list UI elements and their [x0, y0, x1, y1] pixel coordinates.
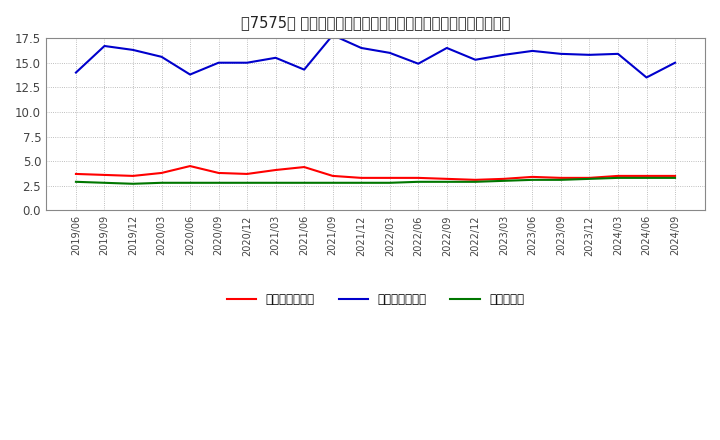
売上債権回転率	[100, 172, 109, 178]
在庫回転率	[414, 179, 423, 184]
売上債権回転率	[671, 173, 680, 179]
売上債権回転率	[528, 174, 536, 180]
買入債務回転率	[243, 60, 251, 66]
売上債権回転率	[642, 173, 651, 179]
売上債権回転率	[585, 175, 594, 180]
買入債務回転率	[328, 33, 337, 38]
在庫回転率	[471, 179, 480, 184]
売上債権回転率	[271, 167, 280, 172]
買入債務回転率	[528, 48, 536, 54]
売上債権回転率	[557, 175, 565, 180]
買入債務回転率	[186, 72, 194, 77]
在庫回転率	[557, 177, 565, 183]
買入債務回転率	[129, 47, 138, 52]
買入債務回転率	[71, 70, 80, 75]
買入債務回転率	[414, 61, 423, 66]
買入債務回転率	[357, 45, 366, 51]
売上債権回転率	[186, 163, 194, 169]
在庫回転率	[71, 179, 80, 184]
売上債権回転率	[443, 176, 451, 182]
在庫回転率	[271, 180, 280, 185]
売上債権回転率	[414, 175, 423, 180]
買入債務回転率	[613, 51, 622, 56]
売上債権回転率	[613, 173, 622, 179]
在庫回転率	[300, 180, 308, 185]
買入債務回転率	[300, 67, 308, 72]
売上債権回転率	[215, 170, 223, 176]
売上債権回転率	[300, 165, 308, 170]
Title: 【7575】 売上債権回転率、買入債務回転率、在庫回転率の推移: 【7575】 売上債権回転率、買入債務回転率、在庫回転率の推移	[240, 15, 510, 30]
買入債務回転率	[500, 52, 508, 58]
買入債務回転率	[642, 75, 651, 80]
Line: 買入債務回転率: 買入債務回転率	[76, 35, 675, 77]
在庫回転率	[443, 179, 451, 184]
買入債務回転率	[385, 50, 394, 55]
売上債権回転率	[500, 176, 508, 182]
在庫回転率	[528, 177, 536, 183]
買入債務回転率	[671, 60, 680, 66]
在庫回転率	[157, 180, 166, 185]
売上債権回転率	[157, 170, 166, 176]
売上債権回転率	[385, 175, 394, 180]
売上債権回転率	[471, 177, 480, 183]
買入債務回転率	[443, 45, 451, 51]
売上債権回転率	[243, 171, 251, 176]
売上債権回転率	[357, 175, 366, 180]
在庫回転率	[215, 180, 223, 185]
Line: 在庫回転率: 在庫回転率	[76, 178, 675, 184]
買入債務回転率	[100, 44, 109, 49]
在庫回転率	[385, 180, 394, 185]
在庫回転率	[100, 180, 109, 185]
Line: 売上債権回転率: 売上債権回転率	[76, 166, 675, 180]
在庫回転率	[585, 176, 594, 182]
Legend: 売上債権回転率, 買入債務回転率, 在庫回転率: 売上債権回転率, 買入債務回転率, 在庫回転率	[222, 289, 528, 311]
買入債務回転率	[471, 57, 480, 62]
買入債務回転率	[215, 60, 223, 66]
在庫回転率	[613, 175, 622, 180]
在庫回転率	[642, 175, 651, 180]
在庫回転率	[671, 175, 680, 180]
在庫回転率	[243, 180, 251, 185]
買入債務回転率	[157, 54, 166, 59]
売上債権回転率	[328, 173, 337, 179]
在庫回転率	[186, 180, 194, 185]
在庫回転率	[500, 178, 508, 183]
買入債務回転率	[271, 55, 280, 60]
買入債務回転率	[557, 51, 565, 56]
在庫回転率	[328, 180, 337, 185]
買入債務回転率	[585, 52, 594, 58]
売上債権回転率	[71, 171, 80, 176]
在庫回転率	[129, 181, 138, 187]
在庫回転率	[357, 180, 366, 185]
売上債権回転率	[129, 173, 138, 179]
